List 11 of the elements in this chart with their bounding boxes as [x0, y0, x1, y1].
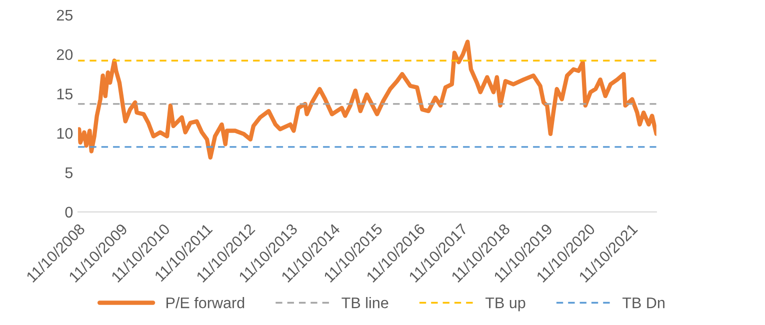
y-tick-label: 20 [56, 49, 73, 60]
legend-label: P/E forward [166, 297, 244, 308]
legend-label: TB line [342, 297, 388, 308]
legend-label: TB Dn [622, 298, 664, 308]
y-tick-label: 25 [56, 10, 73, 21]
y-tick-label: 0 [65, 206, 73, 218]
y-tick-label: 15 [57, 88, 73, 100]
line-series [78, 40, 656, 160]
y-tick-label: 10 [57, 128, 73, 139]
legend-label: TB up [485, 298, 526, 312]
y-tick-label: 5 [65, 168, 73, 178]
